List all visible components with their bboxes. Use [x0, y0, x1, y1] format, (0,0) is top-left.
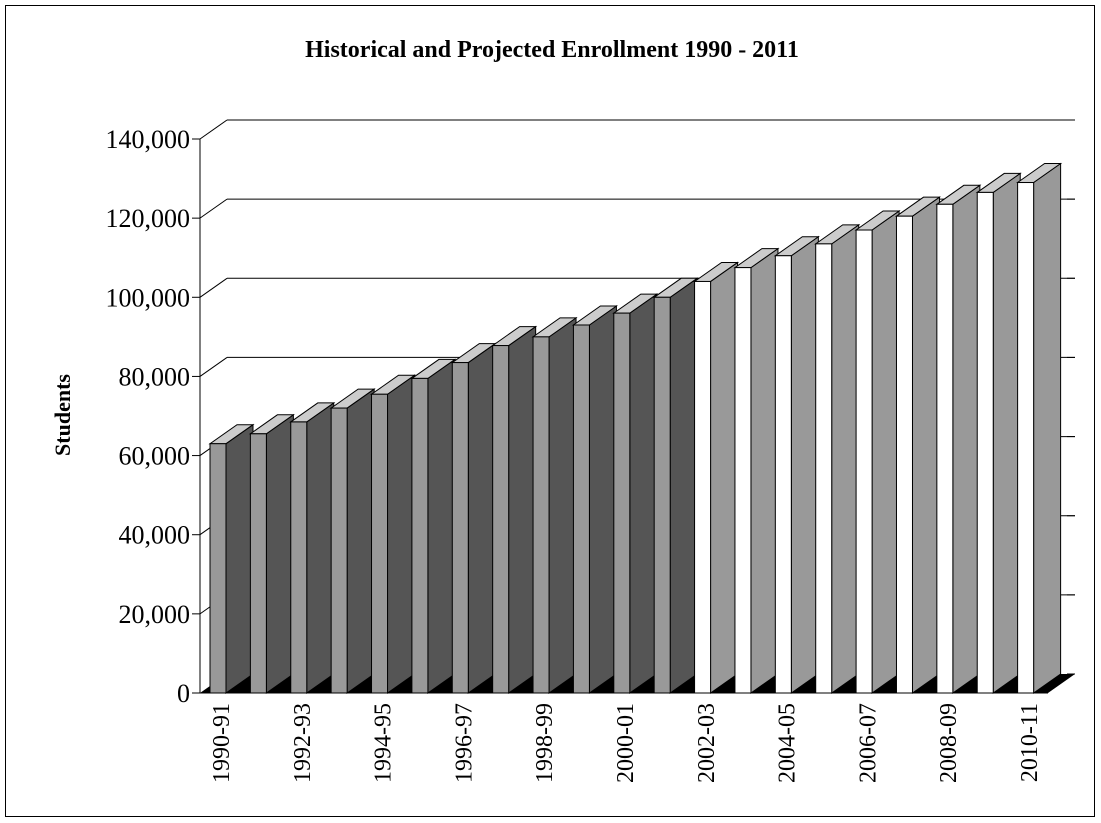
gridline-connector	[199, 277, 228, 298]
bar-front	[895, 215, 913, 694]
bar-front	[249, 433, 267, 694]
bar-side	[387, 374, 416, 694]
bar	[612, 293, 659, 694]
bar	[289, 401, 336, 694]
bar	[571, 305, 619, 694]
gridline-connector	[199, 198, 228, 219]
bar	[814, 223, 861, 694]
bar	[935, 184, 982, 694]
bar-front	[976, 191, 994, 694]
bar-side	[952, 184, 981, 694]
y-tick-label: 0	[177, 679, 190, 708]
bar-side	[1033, 162, 1062, 694]
bar-front	[1017, 182, 1035, 694]
bar	[208, 423, 255, 694]
bar	[450, 342, 497, 694]
bar-front	[451, 362, 469, 694]
bar-side	[871, 210, 900, 694]
bar-front	[492, 345, 510, 694]
y-tick-label: 100,000	[106, 283, 191, 312]
bar-front	[290, 421, 308, 694]
bar-front	[330, 407, 348, 694]
bar	[975, 172, 1022, 694]
bar-side	[831, 223, 860, 694]
bar-front	[734, 267, 752, 694]
bar-side	[427, 358, 456, 694]
bar	[531, 316, 578, 694]
bar	[491, 325, 538, 694]
bar	[1016, 162, 1063, 694]
bar-side	[548, 316, 577, 694]
bar-side	[346, 388, 375, 694]
bar-front	[613, 312, 631, 694]
y-tick-label: 140,000	[106, 125, 191, 154]
bar-side	[467, 342, 496, 694]
y-tick-label: 40,000	[119, 521, 191, 550]
x-tick-label: 1992-93	[290, 703, 316, 783]
x-tick-label: 1994-95	[371, 703, 397, 783]
bar	[773, 235, 820, 694]
bar-front	[855, 229, 873, 694]
bar-front	[815, 243, 833, 694]
bar	[329, 388, 376, 694]
bar-side	[750, 247, 779, 694]
bar	[733, 247, 780, 694]
bar	[854, 210, 901, 694]
bar-side	[508, 325, 537, 694]
x-tick-label: 2006-07	[855, 703, 881, 783]
y-tick-label: 60,000	[119, 442, 191, 471]
bar-front	[653, 296, 671, 694]
bar-side	[588, 305, 617, 694]
bar	[894, 196, 942, 694]
x-tick-label: 2000-01	[613, 703, 639, 783]
y-tick-labels: 0 20,000 40,000 60,000 80,000 100,000 120,000 1…	[106, 125, 191, 708]
x-tick-label: 1998-99	[532, 703, 558, 783]
bars	[200, 162, 1075, 694]
bar-front	[532, 336, 550, 694]
bar-side	[790, 235, 819, 694]
y-tick-label: 80,000	[119, 362, 191, 391]
x-tick-label: 2002-03	[694, 703, 720, 783]
y-tick-label: 120,000	[106, 204, 191, 233]
bar-side	[629, 293, 658, 694]
chart-title: Historical and Projected Enrollment 1990…	[305, 37, 799, 63]
bar-side	[992, 172, 1021, 694]
bar-side	[225, 423, 254, 694]
bar	[692, 261, 740, 694]
x-tick-label: 2008-09	[936, 703, 962, 783]
bar-front	[572, 324, 590, 694]
bar-side	[669, 277, 698, 694]
x-tick-label: 2004-05	[775, 703, 801, 783]
bar-side	[306, 401, 335, 694]
bar-side	[911, 196, 940, 694]
bar-front	[774, 255, 792, 694]
bar	[248, 413, 295, 694]
x-tick-label: 1990-91	[209, 703, 235, 783]
x-tick-label: 2010-11	[1017, 703, 1043, 782]
bar	[652, 277, 699, 694]
bar	[369, 374, 417, 694]
bar-front	[694, 280, 712, 694]
y-axis-label: Students	[50, 374, 75, 456]
y-tick-label: 20,000	[119, 600, 191, 629]
bar-front	[209, 443, 227, 694]
bar	[410, 358, 457, 694]
bar-side	[265, 413, 294, 694]
bar-front	[411, 377, 429, 694]
gridline-connector	[199, 119, 228, 140]
bar-side	[710, 261, 739, 694]
x-tick-label: 1996-97	[451, 703, 477, 783]
gridline-connector	[199, 357, 228, 377]
bar-front	[371, 393, 389, 694]
x-tick-labels: 1990-91 1992-93 1994-95 1996-97 1998-99 2000-…	[209, 703, 1043, 783]
bar-front	[936, 203, 954, 694]
